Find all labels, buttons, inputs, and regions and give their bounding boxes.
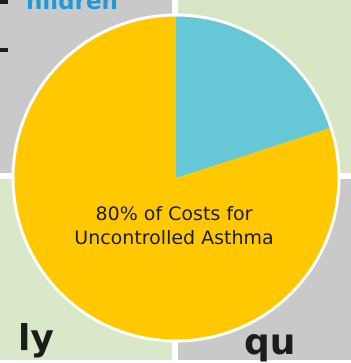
cropped-text-marks <box>0 0 8 54</box>
pie-slice-uncontrolled <box>14 16 339 341</box>
pie-outline <box>11 13 341 343</box>
pie-slice-other <box>176 16 331 178</box>
cropped-heading-fragment: hildren <box>26 0 118 15</box>
pie-slice-label: 80% of Costs for Uncontrolled Asthma <box>74 203 274 249</box>
cropped-text-fragment-bottom-right: qu <box>244 322 296 363</box>
cropped-text-fragment-bottom-left: ly <box>18 318 54 359</box>
